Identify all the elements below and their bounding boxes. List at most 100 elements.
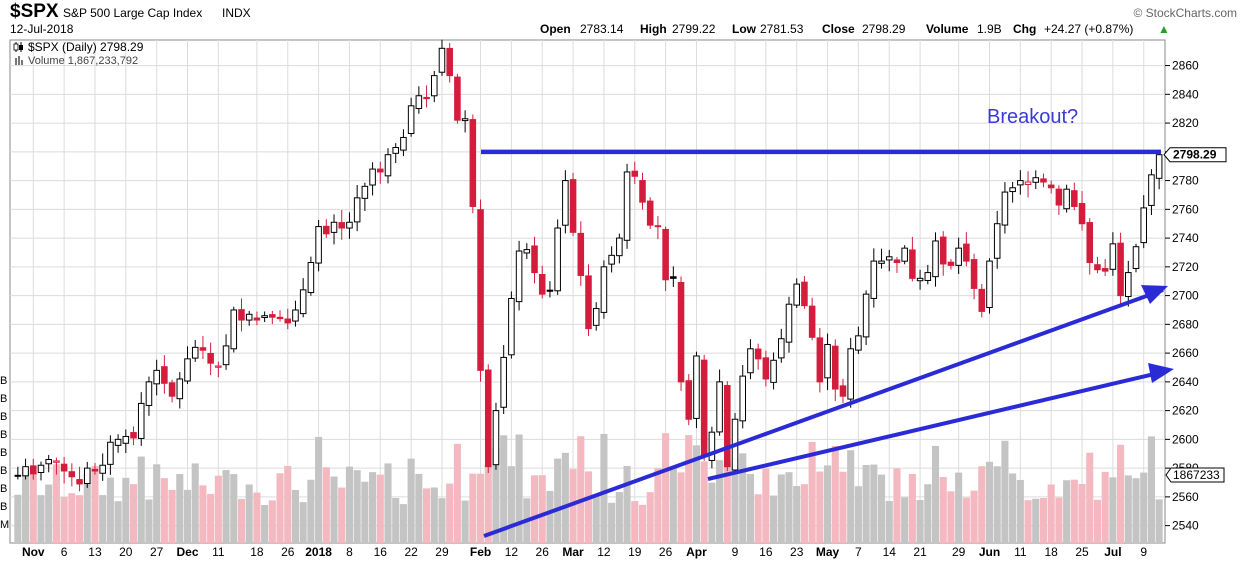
lower-arrowhead-icon xyxy=(1148,363,1174,383)
volume-bar xyxy=(22,468,30,543)
candle-body xyxy=(585,275,592,330)
candle-body xyxy=(461,118,469,122)
candle-body xyxy=(708,431,716,461)
volume-bar xyxy=(276,473,284,543)
candle-body xyxy=(137,402,145,439)
volume-bar xyxy=(407,458,415,543)
candle-body xyxy=(685,380,693,420)
volume-bar xyxy=(37,495,45,543)
y-tick-label: 2860 xyxy=(1172,59,1199,73)
stockcharts-brand[interactable]: © StockCharts.com xyxy=(1133,6,1237,20)
volume-bar xyxy=(931,445,940,543)
volume-bar xyxy=(816,471,824,543)
candle-body xyxy=(1155,154,1163,179)
candle-body xyxy=(1040,178,1047,183)
candle-body xyxy=(631,170,639,177)
y-tick-label: 2540 xyxy=(1172,519,1199,533)
candle-body xyxy=(608,254,615,265)
volume-bar xyxy=(662,433,670,543)
volume-bar xyxy=(199,485,207,543)
legend: $SPX (Daily) 2798.29 Volume 1,867,233,79… xyxy=(13,40,144,67)
volume-bar xyxy=(453,443,461,543)
volume-axis-label: B xyxy=(0,447,7,459)
candle-body xyxy=(361,185,369,199)
volume-bar xyxy=(546,490,554,543)
candle-body xyxy=(400,136,407,151)
volume-axis-label: B xyxy=(0,429,7,441)
volume-bar xyxy=(153,464,161,543)
x-tick-label: 11 xyxy=(212,545,225,559)
x-tick-label: 19 xyxy=(628,545,642,559)
low-value: 2781.53 xyxy=(760,22,804,36)
candle-body xyxy=(839,385,847,397)
candle-body xyxy=(554,227,561,292)
candle-body xyxy=(1001,191,1009,226)
volume-bar xyxy=(14,494,22,543)
x-tick-label: Dec xyxy=(176,545,198,559)
volume-bar xyxy=(515,434,523,543)
volume-bar xyxy=(476,473,485,543)
candle-body xyxy=(677,281,685,383)
candle-body xyxy=(22,466,29,477)
candle-body xyxy=(161,366,168,384)
candle-body xyxy=(215,365,222,368)
candle-body xyxy=(1063,188,1070,210)
open-value: 2783.14 xyxy=(580,22,624,36)
candle-body xyxy=(523,249,531,254)
x-tick-label: 2018 xyxy=(305,545,332,559)
volume-bar xyxy=(230,474,238,543)
candle-body xyxy=(1071,190,1078,207)
volume-bar xyxy=(754,494,762,543)
open-label: Open xyxy=(540,22,571,36)
volume-bar xyxy=(1001,440,1009,543)
volume-bar xyxy=(685,435,693,543)
volume-bar xyxy=(446,483,454,543)
volume-bar xyxy=(584,471,593,543)
symbol: $SPX xyxy=(10,1,59,22)
price-axis: 2540256025802600262026402660268027002720… xyxy=(1165,59,1199,533)
volume-bar xyxy=(1009,473,1017,543)
volume-bar xyxy=(369,472,377,543)
volume-bar xyxy=(75,495,84,543)
volume-bar xyxy=(99,495,107,543)
candle-body xyxy=(423,96,430,100)
candle-body xyxy=(1148,174,1155,206)
last-volume-tag: 1867233 xyxy=(1165,467,1225,483)
candle-body xyxy=(191,346,199,359)
candle-body xyxy=(562,180,569,226)
volume-bar xyxy=(561,452,569,543)
volume-bar xyxy=(60,497,68,543)
volume-bar xyxy=(376,474,384,543)
candle-body xyxy=(870,260,878,299)
volume-bar xyxy=(1109,477,1117,543)
volume-bar xyxy=(723,461,731,543)
y-tick-label: 2640 xyxy=(1172,375,1199,389)
volume-bar xyxy=(770,495,778,543)
volume-bar xyxy=(268,500,276,543)
candle-body xyxy=(377,168,384,173)
x-tick-label: 18 xyxy=(1045,545,1059,559)
x-tick-label: Feb xyxy=(470,545,491,559)
candle-body xyxy=(184,358,191,382)
candle-body xyxy=(508,297,515,356)
x-tick-label: May xyxy=(816,545,840,559)
candle-body xyxy=(862,293,870,338)
candle-body xyxy=(932,240,939,278)
candle-body xyxy=(122,435,130,444)
candle-body xyxy=(793,283,800,306)
volume-axis-label: B xyxy=(0,375,7,387)
x-tick-label: 18 xyxy=(250,545,264,559)
quote-bar: Open 2783.14 High 2799.22 Low 2781.53 Cl… xyxy=(540,22,1170,36)
candle-body xyxy=(970,259,978,289)
volume-bar xyxy=(168,489,176,543)
volume-bar xyxy=(708,482,716,543)
volume-axis-label: B xyxy=(0,501,7,513)
candle-body xyxy=(384,154,392,177)
volume-bar xyxy=(1132,478,1140,543)
close-label: Close xyxy=(822,22,855,36)
candle-legend-icon xyxy=(13,42,23,52)
x-tick-label: 14 xyxy=(883,545,897,559)
x-tick-label: Apr xyxy=(686,545,707,559)
candle-body xyxy=(446,47,453,77)
